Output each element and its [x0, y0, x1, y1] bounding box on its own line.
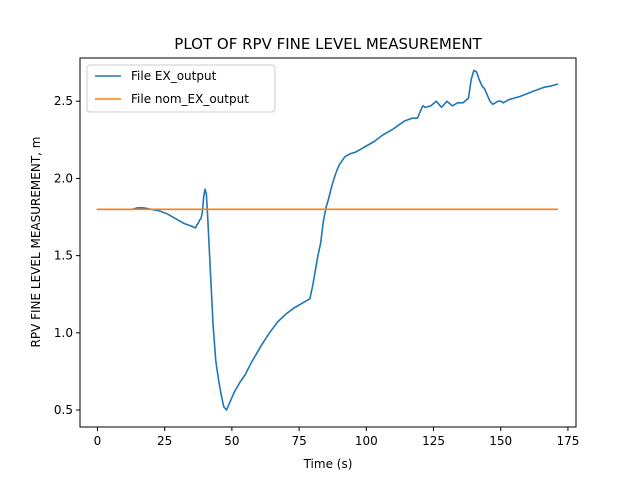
x-axis-ticks: 0 25 50 75 100 125 150 175: [94, 427, 579, 448]
y-axis-ticks: 0.5 1.0 1.5 2.0 2.5: [54, 94, 80, 417]
plot-area: [79, 57, 577, 428]
y-tick-label-4: 2.5: [54, 94, 73, 108]
chart-title: PLOT OF RPV FINE LEVEL MEASUREMENT: [174, 35, 482, 53]
x-axis-label: Time (s): [303, 457, 353, 471]
y-tick-label-0: 0.5: [54, 403, 73, 417]
y-tick-label-2: 1.5: [54, 249, 73, 263]
x-tick-label-3: 75: [291, 434, 306, 448]
x-tick-label-4: 100: [355, 434, 378, 448]
x-tick-label-5: 125: [422, 434, 445, 448]
series-layer: [96, 69, 559, 411]
legend: File EX_output File nom_EX_output: [86, 64, 276, 113]
legend-label-1: File nom_EX_output: [131, 92, 249, 106]
x-tick-label-0: 0: [94, 434, 102, 448]
x-tick-label-6: 150: [489, 434, 512, 448]
legend-label-0: File EX_output: [131, 69, 217, 83]
x-tick-label-1: 25: [157, 434, 172, 448]
x-tick-label-7: 175: [556, 434, 579, 448]
y-axis-label: RPV FINE LEVEL MEASUREMENT, m: [29, 137, 43, 348]
legend-box: [86, 64, 276, 113]
series-line-0: [96, 69, 559, 411]
x-tick-label-2: 50: [224, 434, 239, 448]
y-tick-label-3: 2.0: [54, 171, 73, 185]
axes-frame: [79, 57, 577, 428]
y-tick-label-1: 1.0: [54, 326, 73, 340]
